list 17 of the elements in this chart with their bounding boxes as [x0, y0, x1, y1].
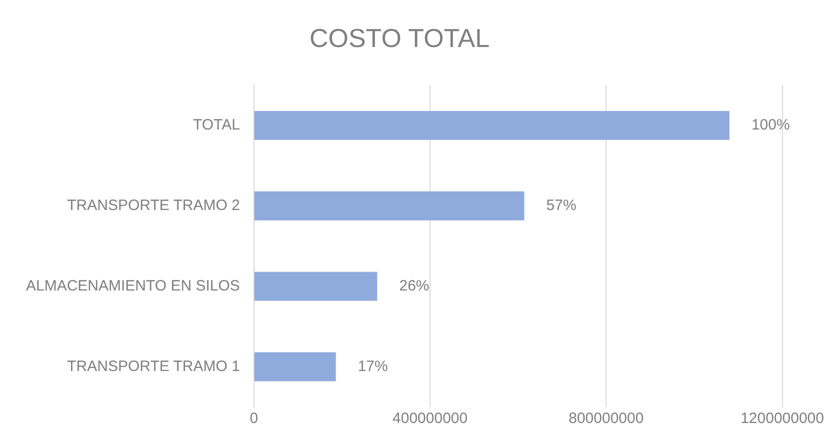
x-tick-label: 1200000000	[740, 410, 824, 428]
x-tick-label: 0	[250, 410, 258, 428]
x-tick-label: 800000000	[568, 410, 644, 428]
x-tick-label: 400000000	[392, 410, 468, 428]
annotation: 57%	[546, 197, 576, 214]
bar	[254, 272, 378, 301]
y-tick-label: ALMACENAMIENTO EN SILOS	[26, 277, 240, 294]
y-tick-label: TOTAL	[192, 116, 240, 134]
y-tick-label: TRANSPORTE TRAMO 2	[67, 197, 240, 214]
bar	[254, 352, 336, 382]
annotation: 26%	[399, 277, 430, 294]
chart-title: COSTO TOTAL	[309, 22, 490, 53]
bar	[254, 191, 524, 220]
y-tick-label: TRANSPORTE TRAMO 1	[67, 358, 240, 375]
bar	[254, 110, 730, 140]
annotation: 100%	[751, 116, 790, 134]
annotation: 17%	[358, 358, 388, 375]
